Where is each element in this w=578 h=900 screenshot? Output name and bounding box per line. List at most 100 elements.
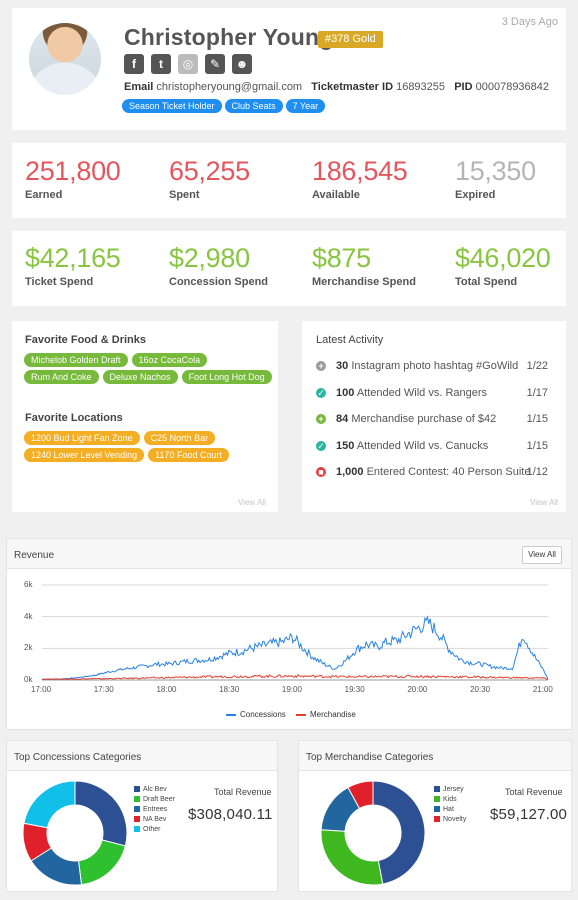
activity-text: 30 Instagram photo hashtag #GoWild [336,360,519,372]
activity-date: 1/15 [526,439,548,452]
y-tick-label: 4k [24,611,33,621]
tm-value: 16893255 [396,81,446,93]
legend-entry[interactable]: Draft Beer [134,794,175,804]
activity-text: 84 Merchandise purchase of $42 [336,413,497,425]
revenue-panel [6,538,572,730]
y-tick-label: 6k [24,580,33,589]
legend-merchandise[interactable]: Merchandise [296,710,356,719]
activity-text: 100 Attended Wild vs. Rangers [336,386,488,399]
activity-item[interactable]: +30 Instagram photo hashtag #GoWild 1/22 [316,360,556,374]
avatar[interactable] [29,23,101,95]
revenue-view-all-button[interactable]: View All [522,546,562,564]
activity-item[interactable]: ✓ 100 Attended Wild vs. Rangers 1/17 [316,387,556,401]
user-icon[interactable]: ☻ [232,54,252,74]
location-pill[interactable]: 1200 Bud Light Fan Zone [24,431,140,445]
ticket-icon[interactable]: ✎ [205,54,225,74]
activity-card [302,321,566,512]
legend-entry[interactable]: NA Bev [134,814,175,824]
legend-entry[interactable]: Jersey [434,784,466,794]
activity-item[interactable]: +84 Merchandise purchase of $42 1/15 [316,413,556,427]
spend-concession-value: $2,980 [169,243,250,273]
food-pill[interactable]: 16oz CocaCola [131,353,208,367]
concessions-total-value: $308,040.11 [188,806,273,823]
legend-entry[interactable]: Other [134,824,175,834]
twitter-icon[interactable]: t [151,54,171,74]
donut-slice-other [23,780,76,829]
activity-item[interactable]: ✓ 150 Attended Wild vs. Canucks 1/15 [316,440,556,454]
spend-concession: $2,980 Concession Spend [169,243,299,289]
activity-date: 1/12 [526,466,548,478]
legend-entry[interactable]: Hat [434,804,466,814]
legend-concessions[interactable]: Concessions [226,710,286,719]
food-pills: Michelob Golden Draft 16oz CocaCola Rum … [24,353,274,384]
location-pill[interactable]: C25 North Bar [143,431,216,445]
favorites-view-all[interactable]: View All [238,498,266,507]
stat-spent-value: 65,255 [169,156,250,186]
tag-club[interactable]: Club Seats [224,99,283,113]
series-line-concessions [42,615,549,680]
merchandise-donut [320,780,426,886]
spend-total: $46,020 Total Spend [455,243,578,289]
activity-date: 1/15 [526,413,548,425]
spend-ticket-value: $42,165 [25,243,121,273]
stat-available-value: 186,545 [312,156,408,186]
activity-title: Latest Activity [316,334,384,346]
stat-spent-label: Spent [169,189,200,201]
spend-total-value: $46,020 [455,243,551,273]
gift-icon: ■ [316,467,326,477]
profile-tags: Season Ticket Holder Club Seats 7 Year [122,99,326,113]
facebook-icon[interactable]: f [124,54,144,74]
donut-slice-kids [320,829,384,886]
activity-item[interactable]: ■ 1,000 Entered Contest: 40 Person Suite 1… [316,466,556,480]
donut-slice-novelty [347,780,374,810]
merchandise-total-value: $59,127.00 [490,806,568,823]
food-pill[interactable]: Deluxe Nachos [102,370,178,384]
location-pill[interactable]: 1170 Food Court [148,448,229,462]
pid-value: 000078936842 [475,81,550,93]
revenue-header [7,539,571,569]
donut-slice-draft-beer [77,839,126,886]
stat-available-label: Available [312,189,360,201]
revenue-chart [41,584,549,681]
email-value[interactable]: christopheryoung@gmail.com [156,81,303,93]
plus-circle-icon: + [316,414,326,424]
legend-entry[interactable]: Novelty [434,814,466,824]
spend-merch: $875 Merchandise Spend [312,245,442,289]
series-line-merchandise [41,674,549,681]
instagram-icon[interactable]: ◎ [178,54,198,74]
stat-earned-value: 251,800 [25,156,121,186]
x-tick-label: 18:00 [156,685,177,694]
spend-merch-label: Merchandise Spend [312,276,416,288]
food-pill[interactable]: Foot Long Hot Dog [181,370,272,384]
tag-season[interactable]: Season Ticket Holder [122,99,222,113]
activity-text: 1,000 Entered Contest: 40 Person Suite [336,466,531,478]
merchandise-legend: Jersey Kids Hat Novelty [434,784,466,824]
favorites-card [12,321,278,512]
food-pill[interactable]: Rum And Coke [24,370,99,384]
x-tick-label: 21:00 [532,685,553,694]
concessions-title: Top Concessions Categories [14,752,142,763]
y-tick-label: 2k [24,643,33,653]
tag-years[interactable]: 7 Year [285,99,326,113]
legend-entry[interactable]: Alc Bev [134,784,175,794]
x-tick-label: 19:00 [281,685,302,694]
x-tick-label: 17:30 [93,685,114,694]
location-pills: 1200 Bud Light Fan Zone C25 North Bar 12… [24,431,274,462]
tier-badge: #378 Gold [318,31,383,48]
check-circle-icon: ✓ [316,387,326,398]
activity-view-all[interactable]: View All [530,498,558,507]
revenue-title: Revenue [14,550,55,561]
x-tick-label: 19:30 [344,685,365,694]
location-pill[interactable]: 1240 Lower Level Vending [24,448,145,462]
legend-entry[interactable]: Kids [434,794,466,804]
activity-date: 1/22 [526,360,548,372]
donut-slice-alc-bev [74,780,128,847]
legend-entry[interactable]: Entrees [134,804,175,814]
merchandise-header [299,741,571,771]
spend-ticket-label: Ticket Spend [25,276,94,288]
x-tick-label: 20:30 [470,685,491,694]
spend-concession-label: Concession Spend [169,276,269,288]
food-pill[interactable]: Michelob Golden Draft [24,353,128,367]
stat-spent: 65,255 Spent [169,156,299,202]
stat-available: 186,545 Available [312,156,442,202]
